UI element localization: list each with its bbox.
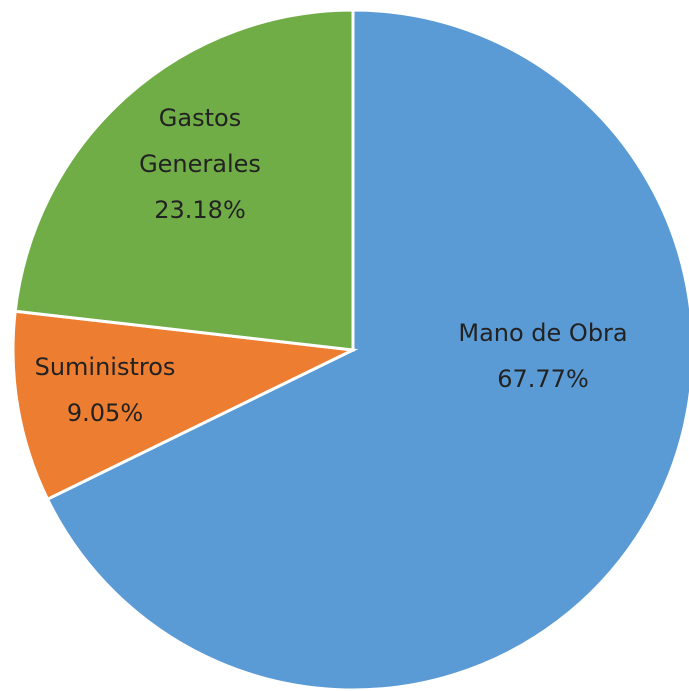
value-label: 67.77% (423, 356, 663, 402)
chart: Mano de Obra67.77% Suministros9.05% Gastos… (0, 0, 689, 691)
category-label: Gastos Generales (125, 95, 275, 187)
category-label: Mano de Obra (423, 310, 663, 356)
value-label: 23.18% (125, 187, 275, 233)
value-label: 9.05% (5, 390, 205, 436)
category-label: Suministros (5, 344, 205, 390)
